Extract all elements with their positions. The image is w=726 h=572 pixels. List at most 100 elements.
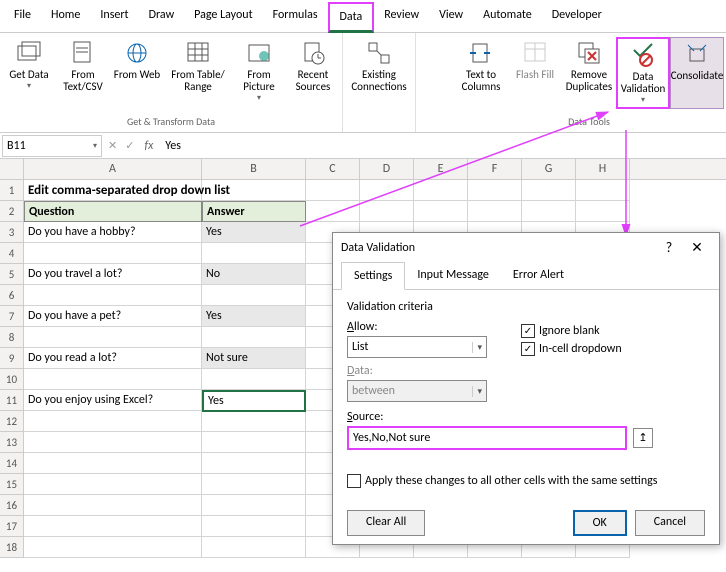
cell[interactable]: Do you have a pet? (24, 306, 202, 327)
fx-icon[interactable]: fx (138, 139, 159, 153)
data-validation-button[interactable]: Data Validation▾ (616, 37, 670, 109)
tab-error-alert[interactable]: Error Alert (501, 262, 576, 289)
row-header[interactable]: 1 (0, 180, 24, 201)
from-table-button[interactable]: From Table/ Range (164, 37, 232, 105)
cell[interactable] (576, 201, 630, 222)
col-header-e[interactable]: E (414, 159, 468, 179)
row-header[interactable]: 12 (0, 411, 24, 432)
row-header[interactable]: 5 (0, 264, 24, 285)
cell[interactable]: Question (24, 201, 202, 222)
cell[interactable] (522, 180, 576, 201)
cell[interactable] (24, 243, 202, 264)
tab-draw[interactable]: Draw (139, 2, 185, 32)
ok-button[interactable]: OK (573, 510, 627, 536)
cell[interactable] (24, 432, 202, 453)
cell[interactable] (306, 180, 360, 201)
text-to-columns-button[interactable]: Text to Columns (454, 37, 508, 109)
cell[interactable] (522, 201, 576, 222)
cell[interactable] (202, 243, 306, 264)
cell[interactable] (24, 327, 202, 348)
cell[interactable] (202, 432, 306, 453)
row-header[interactable]: 13 (0, 432, 24, 453)
cell[interactable] (24, 495, 202, 516)
cell[interactable]: Not sure (202, 348, 306, 369)
cancel-button[interactable]: Cancel (635, 510, 705, 536)
allow-select[interactable]: List▾ (347, 336, 487, 358)
cell[interactable] (24, 411, 202, 432)
tab-formulas[interactable]: Formulas (263, 2, 328, 32)
cell[interactable] (202, 537, 306, 558)
tab-home[interactable]: Home (41, 2, 90, 32)
cell[interactable] (202, 516, 306, 537)
row-header[interactable]: 18 (0, 537, 24, 558)
tab-data[interactable]: Data (328, 2, 375, 33)
row-header[interactable]: 15 (0, 474, 24, 495)
cell[interactable] (468, 180, 522, 201)
existing-connections-button[interactable]: Existing Connections (345, 37, 413, 95)
col-header-h[interactable]: H (576, 159, 630, 179)
recent-sources-button[interactable]: Recent Sources (286, 37, 340, 105)
row-header[interactable]: 4 (0, 243, 24, 264)
cell[interactable] (202, 369, 306, 390)
row-header[interactable]: 17 (0, 516, 24, 537)
apply-all-checkbox[interactable]: Apply these changes to all other cells w… (347, 474, 705, 488)
row-header[interactable]: 7 (0, 306, 24, 327)
cell[interactable] (468, 201, 522, 222)
cell[interactable] (24, 474, 202, 495)
row-header[interactable]: 9 (0, 348, 24, 369)
incell-dropdown-checkbox[interactable]: ✓In-cell dropdown (521, 342, 622, 356)
consolidate-button[interactable]: Consolidate (670, 37, 724, 109)
row-header[interactable]: 16 (0, 495, 24, 516)
cell[interactable] (202, 327, 306, 348)
cell[interactable] (360, 180, 414, 201)
cell[interactable]: Do you travel a lot? (24, 264, 202, 285)
cell[interactable] (306, 201, 360, 222)
row-header[interactable]: 11 (0, 390, 24, 411)
cell[interactable]: Edit comma-separated drop down list (24, 180, 202, 201)
tab-input-message[interactable]: Input Message (405, 262, 501, 289)
row-header[interactable]: 2 (0, 201, 24, 222)
select-all-corner[interactable] (0, 159, 24, 179)
row-header[interactable]: 10 (0, 369, 24, 390)
flash-fill-button[interactable]: Flash Fill (508, 37, 562, 109)
cancel-formula-button[interactable]: ✕ (104, 139, 121, 152)
cell[interactable]: No (202, 264, 306, 285)
close-button[interactable]: ✕ (683, 239, 711, 256)
tab-file[interactable]: File (4, 2, 41, 32)
cell[interactable] (202, 474, 306, 495)
help-button[interactable]: ? (655, 239, 683, 256)
cell[interactable]: Do you enjoy using Excel? (24, 390, 202, 411)
row-header[interactable]: 8 (0, 327, 24, 348)
cell[interactable]: Yes (202, 306, 306, 327)
cell[interactable] (24, 537, 202, 558)
row-header[interactable]: 6 (0, 285, 24, 306)
name-box[interactable]: B11 ▾ (2, 135, 102, 157)
cell[interactable] (24, 285, 202, 306)
cell[interactable] (360, 201, 414, 222)
cell[interactable] (202, 411, 306, 432)
cell[interactable] (202, 453, 306, 474)
clear-all-button[interactable]: Clear All (347, 510, 425, 536)
range-picker-button[interactable]: ↥ (633, 428, 653, 448)
row-header[interactable]: 3 (0, 222, 24, 243)
dialog-titlebar[interactable]: Data Validation ? ✕ (333, 233, 719, 262)
cell[interactable]: Yes (202, 222, 306, 243)
cell[interactable] (202, 180, 306, 201)
cell[interactable]: Answer (202, 201, 306, 222)
tab-developer[interactable]: Developer (542, 2, 612, 32)
get-data-button[interactable]: Get Data▾ (2, 37, 56, 105)
tab-view[interactable]: View (429, 2, 473, 32)
col-header-c[interactable]: C (306, 159, 360, 179)
cell[interactable] (576, 180, 630, 201)
cell[interactable]: Do you have a hobby? (24, 222, 202, 243)
cell[interactable] (24, 516, 202, 537)
cell[interactable]: Yes (202, 390, 306, 412)
col-header-b[interactable]: B (202, 159, 306, 179)
cell[interactable] (24, 453, 202, 474)
from-picture-button[interactable]: From Picture▾ (232, 37, 286, 105)
col-header-f[interactable]: F (468, 159, 522, 179)
cell[interactable] (202, 285, 306, 306)
from-web-button[interactable]: From Web (110, 37, 164, 105)
col-header-a[interactable]: A (24, 159, 202, 179)
tab-review[interactable]: Review (374, 2, 429, 32)
